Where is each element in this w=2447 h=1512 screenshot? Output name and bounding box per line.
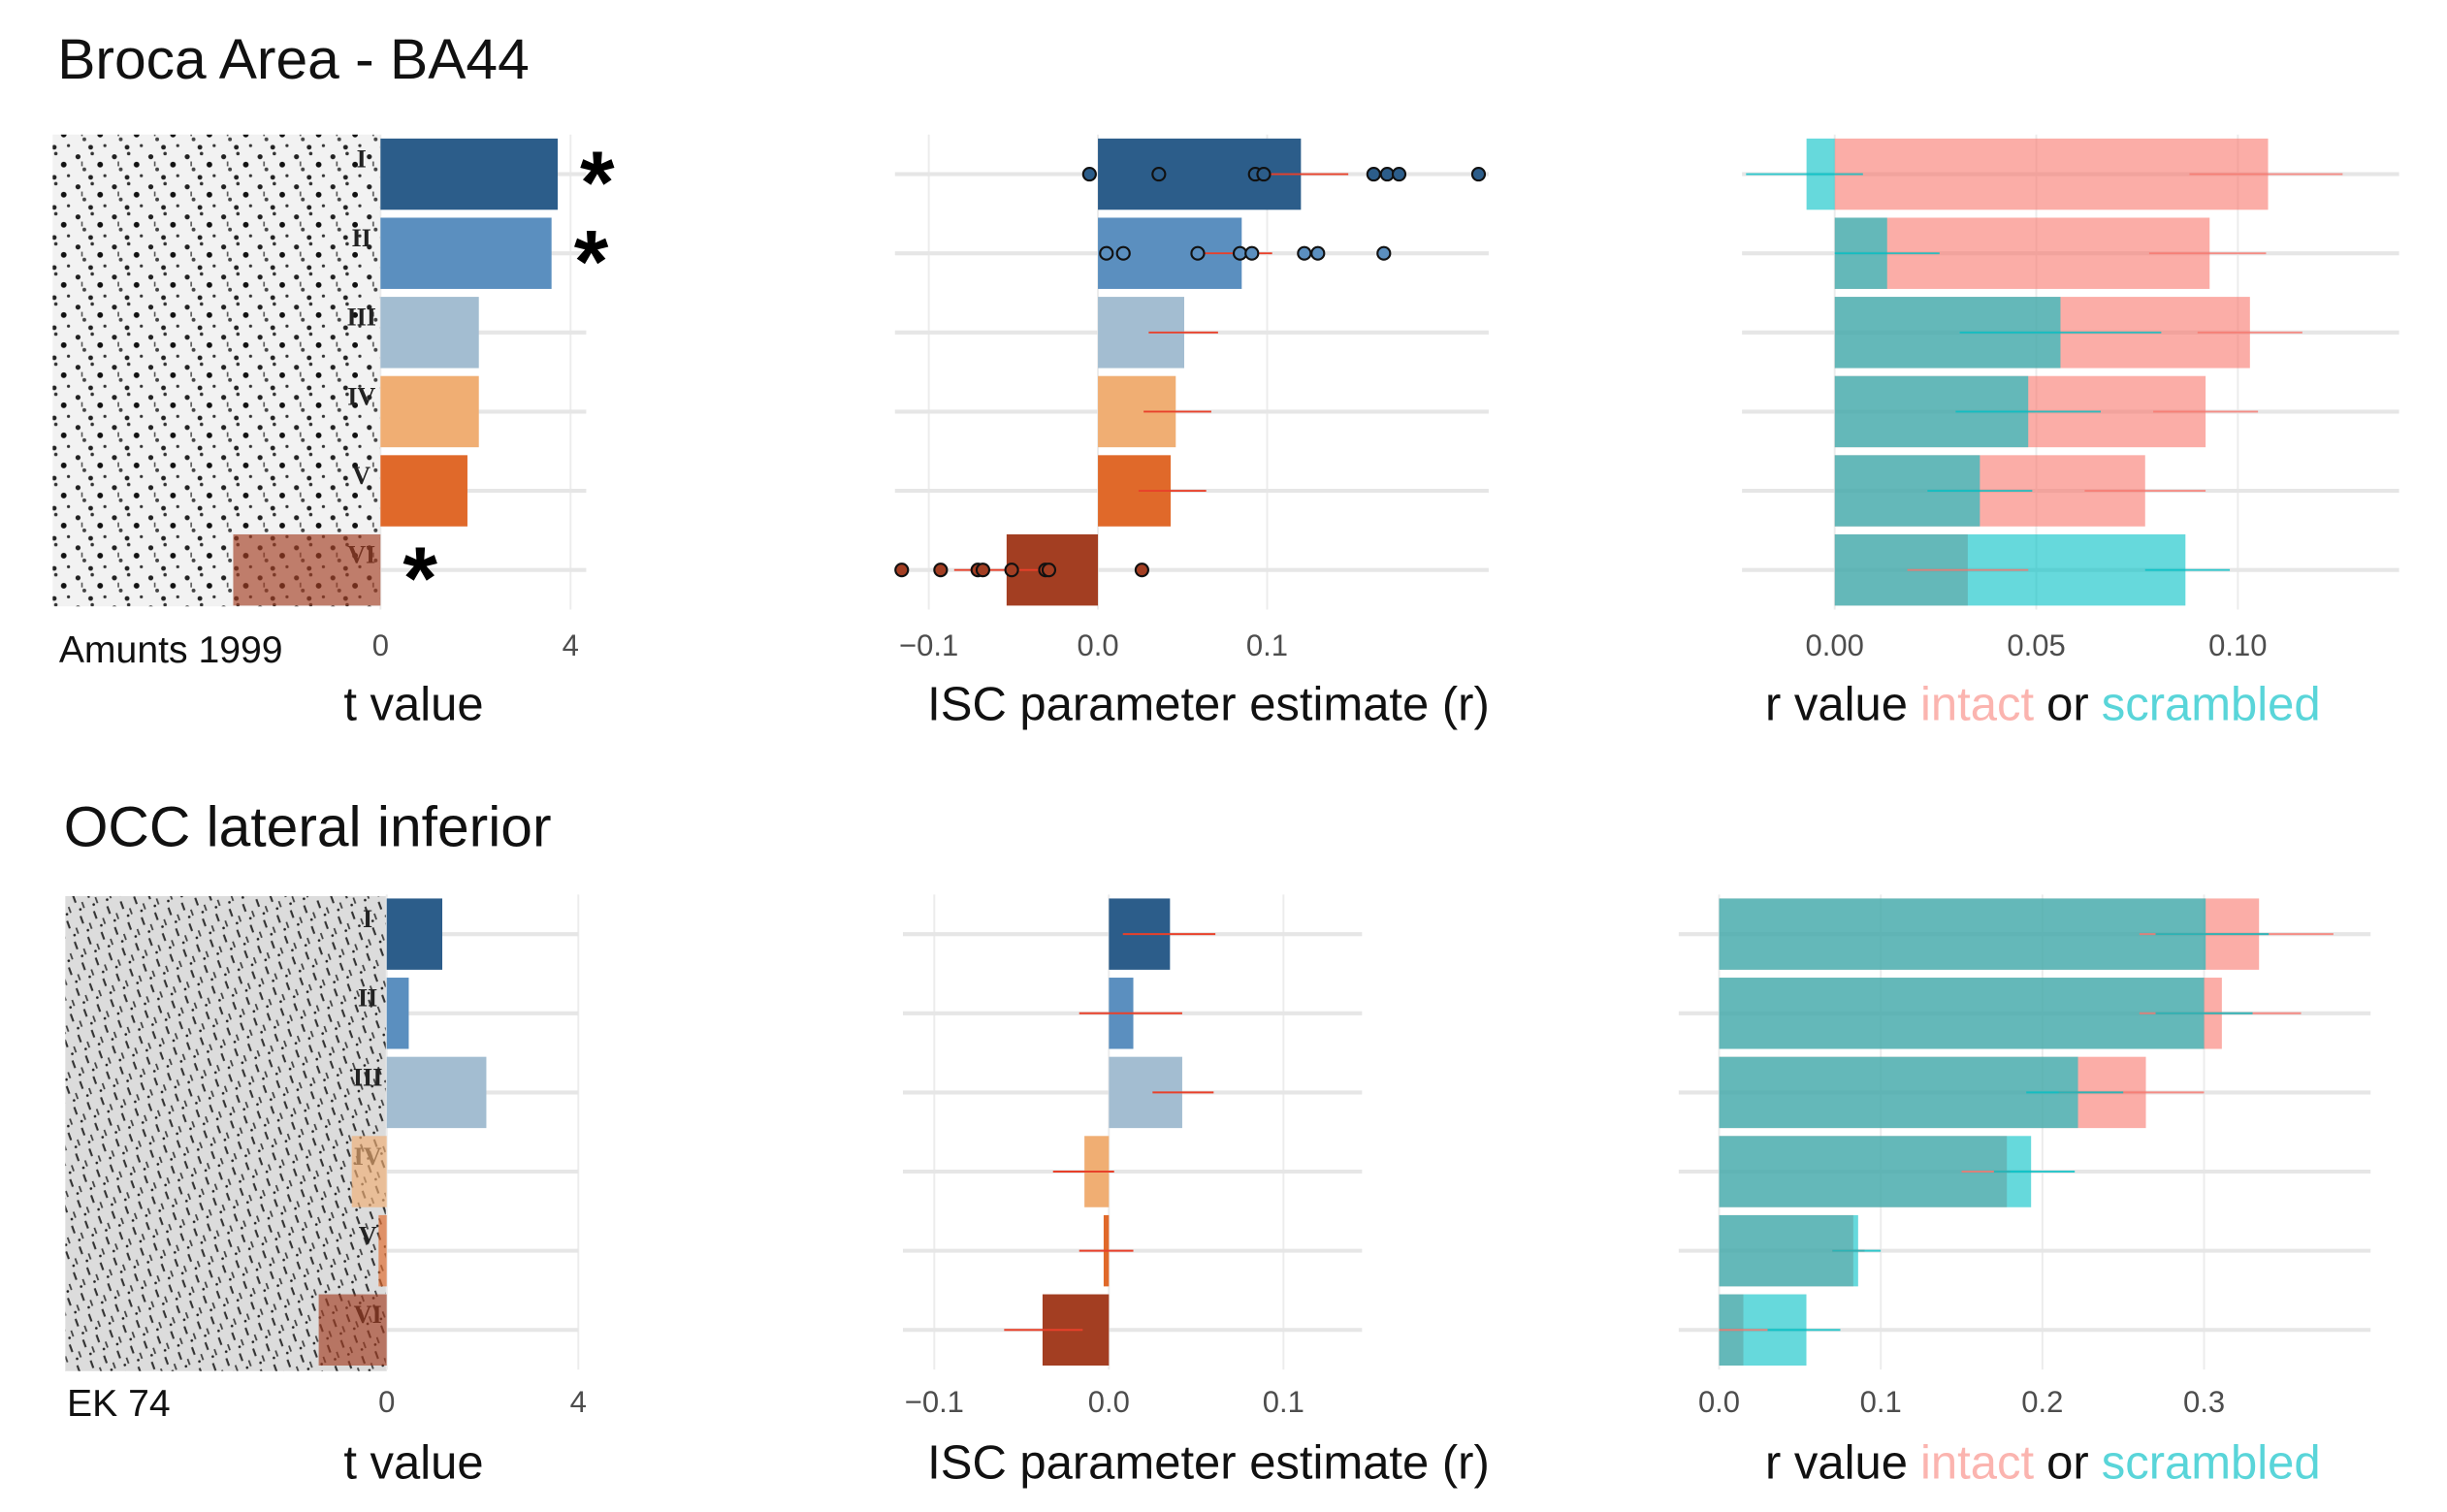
bar	[386, 1056, 487, 1129]
layer-label: III	[346, 304, 375, 332]
x-axis-label: r value intact or scrambled	[1765, 679, 2321, 731]
x-tick-label: 0.00	[1806, 628, 1864, 662]
x-axis-label-text: r value	[1765, 679, 1908, 731]
data-point	[1041, 563, 1057, 578]
x-axis-label: r value intact or scrambled	[1765, 1437, 2321, 1490]
data-point	[1232, 245, 1248, 261]
x-tick-label: 4	[563, 628, 579, 662]
x-tick-label: 0.2	[2021, 1385, 2063, 1419]
layer-label: I	[357, 145, 367, 173]
bar	[378, 1214, 387, 1287]
data-point	[1256, 166, 1272, 182]
bar	[1719, 978, 2205, 1049]
significance-label: *	[574, 213, 609, 312]
x-axis-label-text: or	[2046, 679, 2089, 731]
data-point	[1470, 166, 1487, 182]
layer-label: V	[359, 1222, 377, 1250]
data-point	[1115, 245, 1131, 261]
bar	[1719, 898, 2206, 970]
legend-entry: scrambled	[2102, 679, 2321, 731]
x-axis-label: t value	[343, 1437, 483, 1490]
data-point	[1190, 245, 1206, 261]
data-point	[1310, 245, 1326, 261]
data-point	[1151, 166, 1167, 182]
x-tick-label: −0.1	[899, 628, 958, 662]
layer-label: III	[353, 1063, 382, 1091]
data-point	[933, 563, 949, 578]
bar	[351, 1136, 387, 1207]
layer-label: I	[363, 905, 372, 933]
legend-entry: intact	[1920, 679, 2034, 731]
significance-label: *	[402, 530, 437, 628]
layer-label: II	[352, 224, 371, 252]
bar	[380, 297, 479, 369]
legend-entry: intact	[1920, 1437, 2034, 1490]
panel-title: OCC lateral inferior	[64, 796, 552, 859]
bar	[318, 1294, 387, 1366]
x-tick-label: 0.1	[1860, 1385, 1902, 1419]
data-point	[1099, 245, 1114, 261]
x-tick-label: 0.05	[2007, 628, 2065, 662]
x-axis-label-text: or	[2046, 1437, 2089, 1490]
bar	[1719, 1056, 2078, 1129]
x-tick-label: 0.1	[1246, 628, 1288, 662]
bar	[380, 455, 467, 527]
image-source: EK 74	[67, 1383, 171, 1425]
x-tick-label: 0.1	[1263, 1385, 1304, 1419]
x-axis-label: t value	[343, 679, 483, 731]
data-point	[894, 563, 910, 578]
legend-entry: scrambled	[2102, 1437, 2321, 1490]
x-tick-label: 0.10	[2208, 628, 2267, 662]
data-point	[1244, 245, 1260, 261]
image-source: Amunts 1999	[59, 629, 283, 671]
bar	[380, 375, 479, 448]
data-point	[1004, 563, 1019, 578]
x-tick-label: 0	[372, 628, 389, 662]
x-tick-label: 4	[570, 1385, 587, 1419]
layer-label: II	[358, 984, 377, 1013]
x-tick-label: 0.0	[1698, 1385, 1740, 1419]
bar	[233, 533, 381, 606]
bar	[380, 217, 552, 289]
data-point	[1297, 245, 1312, 261]
x-axis-label-text: r value	[1765, 1437, 1908, 1490]
x-tick-label: −0.1	[905, 1385, 964, 1419]
x-axis-label: ISC parameter estimate (r)	[927, 1437, 1490, 1490]
x-tick-label: 0.3	[2183, 1385, 2225, 1419]
significance-label: *	[580, 134, 615, 233]
bar	[386, 978, 409, 1049]
data-point	[1366, 166, 1381, 182]
data-point	[1391, 166, 1407, 182]
histology-image	[52, 134, 381, 607]
data-point	[1081, 166, 1097, 182]
layer-label: IV	[347, 382, 375, 410]
layer-label: V	[352, 462, 370, 490]
x-tick-label: 0.0	[1088, 1385, 1130, 1419]
panel-title: Broca Area - BA44	[57, 28, 530, 91]
x-tick-label: 0.0	[1077, 628, 1118, 662]
bar	[380, 138, 559, 210]
x-tick-label: 0	[378, 1385, 395, 1419]
histology-image	[65, 895, 387, 1371]
data-point	[975, 563, 991, 578]
data-point	[1376, 245, 1392, 261]
x-axis-label: ISC parameter estimate (r)	[927, 679, 1490, 731]
data-point	[1134, 563, 1149, 578]
data-point	[1379, 166, 1395, 182]
bar	[386, 898, 443, 970]
